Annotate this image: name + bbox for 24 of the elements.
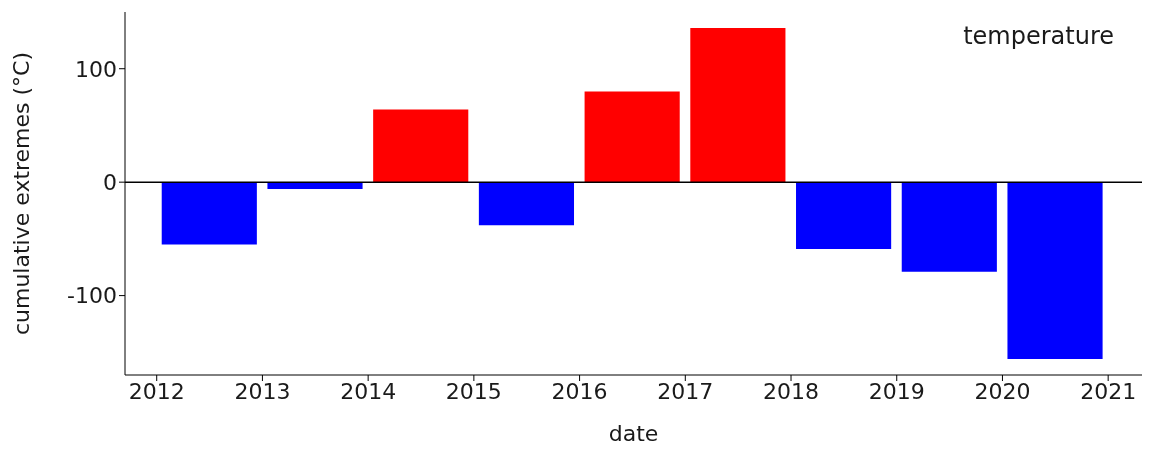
- bar: [373, 109, 469, 183]
- x-tick-label: 2016: [551, 378, 608, 404]
- x-tick-label: 2018: [763, 378, 820, 404]
- x-tick-label: 2014: [340, 378, 397, 404]
- y-tick-label: 0: [103, 169, 117, 195]
- annotation: temperature: [963, 22, 1114, 50]
- bar: [161, 182, 257, 245]
- x-tick-label: 2019: [868, 378, 925, 404]
- x-tick-label: 2013: [234, 378, 291, 404]
- bar: [478, 182, 575, 226]
- y-axis-title: cumulative extremes (°C): [8, 51, 34, 336]
- bar: [901, 182, 997, 272]
- x-tick-label: 2015: [445, 378, 502, 404]
- bar: [584, 91, 680, 183]
- y-tick-label: 100: [75, 56, 117, 82]
- x-tick-label: 2017: [657, 378, 714, 404]
- bar: [1007, 182, 1103, 360]
- bar: [796, 182, 892, 250]
- x-tick-label: 2021: [1080, 378, 1137, 404]
- bar: [690, 27, 786, 183]
- y-tick-label: -100: [67, 283, 117, 309]
- x-axis-title: date: [608, 421, 659, 446]
- x-tick-label: 2012: [128, 378, 185, 404]
- x-tick-label: 2020: [974, 378, 1031, 404]
